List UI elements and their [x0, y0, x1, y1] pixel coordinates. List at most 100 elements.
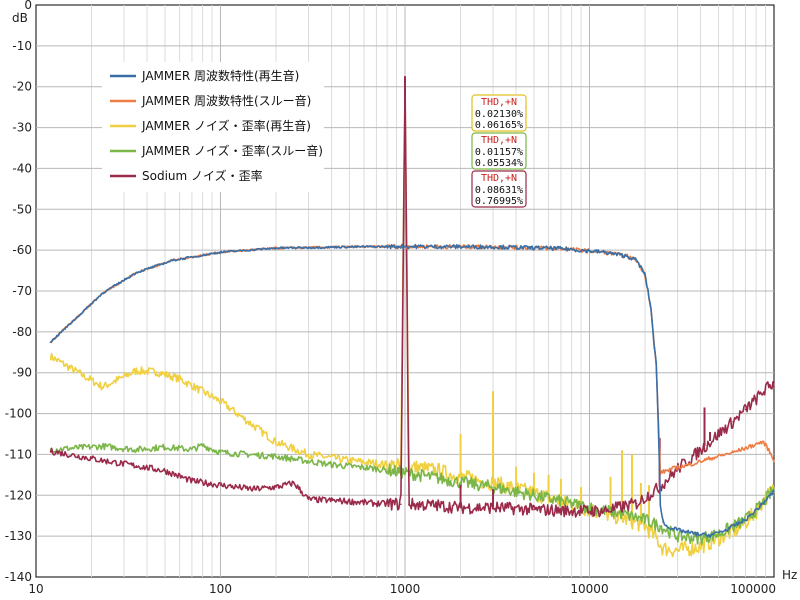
data-point: [404, 245, 406, 248]
data-point: [644, 525, 646, 527]
data-point: [404, 472, 406, 474]
y-tick-label: -60: [12, 243, 32, 257]
data-point: [709, 457, 711, 460]
data-point: [717, 537, 720, 539]
annotation-value: 0.05534%: [475, 158, 523, 169]
data-point: [533, 508, 535, 511]
annotation-box: [471, 170, 527, 208]
annotation-value: 0.02130%: [475, 109, 523, 120]
data-point: [644, 273, 646, 276]
series-line: [49, 82, 775, 518]
annotation-title: THD,+N: [481, 135, 517, 146]
data-point: [171, 259, 174, 262]
data-point: [49, 341, 52, 343]
data-point: [275, 247, 277, 249]
data-point: [655, 537, 658, 539]
y-tick-label: -90: [12, 366, 32, 380]
y-tick-label: -80: [12, 325, 32, 339]
data-point: [219, 451, 222, 454]
series-line: [49, 99, 775, 558]
legend-label: JAMMER ノイズ・歪率(スルー音): [141, 143, 323, 158]
annotation-value: 0.76995%: [475, 196, 523, 207]
data-point: [769, 451, 771, 454]
data-point: [492, 246, 494, 248]
data-point: [699, 537, 702, 539]
data-point: [101, 445, 104, 448]
data-point: [135, 271, 138, 274]
data-point: [732, 420, 734, 423]
data-point: [201, 444, 204, 447]
data-point: [603, 510, 605, 512]
series-line: [49, 243, 775, 539]
data-point: [275, 441, 277, 443]
data-point: [191, 448, 193, 451]
data-point: [773, 382, 775, 384]
thd-annotation-0: THD,+N0.02130%0.06165%: [471, 94, 527, 132]
data-point: [436, 504, 439, 507]
legend-box: [102, 62, 324, 192]
data-point: [252, 488, 254, 490]
data-point: [588, 506, 591, 509]
data-point: [49, 450, 52, 452]
data-point: [293, 482, 295, 484]
data-point: [659, 502, 662, 505]
data-point: [101, 292, 104, 294]
data-point: [219, 251, 222, 253]
y-tick-label: -20: [12, 80, 32, 94]
data-point: [135, 369, 138, 372]
data-point: [717, 533, 720, 535]
data-point: [164, 469, 166, 472]
data-point: [560, 247, 562, 250]
data-point: [644, 519, 646, 521]
data-point: [699, 449, 702, 452]
x-tick-label: 100: [209, 582, 232, 596]
data-point: [219, 400, 222, 403]
data-point: [671, 467, 673, 470]
data-point: [560, 500, 562, 503]
data-point: [348, 459, 351, 462]
legend-label: JAMMER 周波数特性(再生音): [141, 68, 299, 83]
data-point: [436, 469, 439, 472]
data-point: [709, 534, 711, 537]
data-point: [155, 371, 158, 373]
data-point: [348, 246, 351, 248]
data-point: [689, 463, 691, 466]
annotation-value: 0.06165%: [475, 120, 523, 131]
data-point: [386, 463, 388, 466]
x-tick-labels: 10 100 1000 10000 100000: [28, 582, 776, 596]
data-point: [603, 251, 605, 253]
data-point: [662, 521, 664, 523]
annotation-box: [471, 94, 527, 132]
data-point: [191, 480, 193, 482]
data-point: [744, 519, 747, 521]
data-point: [655, 363, 658, 366]
thd-annotations: THD,+N0.02130%0.06165% THD,+N0.01157%0.05…: [471, 94, 527, 208]
annotation-value: 0.08631%: [475, 185, 523, 196]
data-point: [375, 467, 378, 470]
x-tick-label: 1000: [390, 582, 421, 596]
data-point: [330, 463, 333, 466]
data-point: [732, 451, 734, 454]
data-point: [658, 445, 660, 448]
data-point: [764, 443, 767, 446]
data-point: [570, 510, 573, 512]
y-tick-label: -30: [12, 121, 32, 135]
data-point: [626, 255, 628, 258]
data-point: [400, 503, 402, 506]
data-point: [662, 547, 664, 550]
y-tick-label: -130: [5, 529, 32, 543]
data-point: [744, 408, 747, 411]
data-point: [459, 481, 462, 484]
data-point: [650, 306, 652, 309]
data-point: [764, 388, 767, 390]
data-point: [101, 459, 104, 462]
data-point: [408, 503, 410, 506]
data-point: [621, 512, 623, 515]
x-tick-label: 10000: [570, 582, 608, 596]
data-point: [635, 259, 638, 262]
annotation-value: 0.01157%: [475, 147, 523, 158]
series-group: [49, 75, 775, 558]
data-point: [676, 529, 679, 531]
data-point: [725, 529, 727, 531]
